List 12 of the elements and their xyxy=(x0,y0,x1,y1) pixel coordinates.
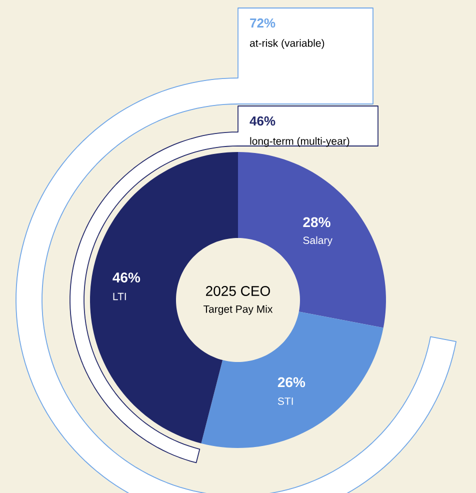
text: at-risk (variable) xyxy=(250,39,324,49)
data-label: 28% xyxy=(303,217,330,228)
text: 2025 CEO xyxy=(206,286,270,296)
text: 46% xyxy=(250,116,276,126)
slice-label: STI xyxy=(278,397,293,405)
slice-label: LTI xyxy=(113,292,126,300)
data-label: 46% xyxy=(112,272,140,282)
data-label: 26% xyxy=(278,377,306,388)
text: long-term (multi-year) xyxy=(250,137,350,147)
text: 72% xyxy=(250,18,276,28)
slice-label: Salary xyxy=(303,236,332,246)
text: Target Pay Mix xyxy=(204,305,273,315)
